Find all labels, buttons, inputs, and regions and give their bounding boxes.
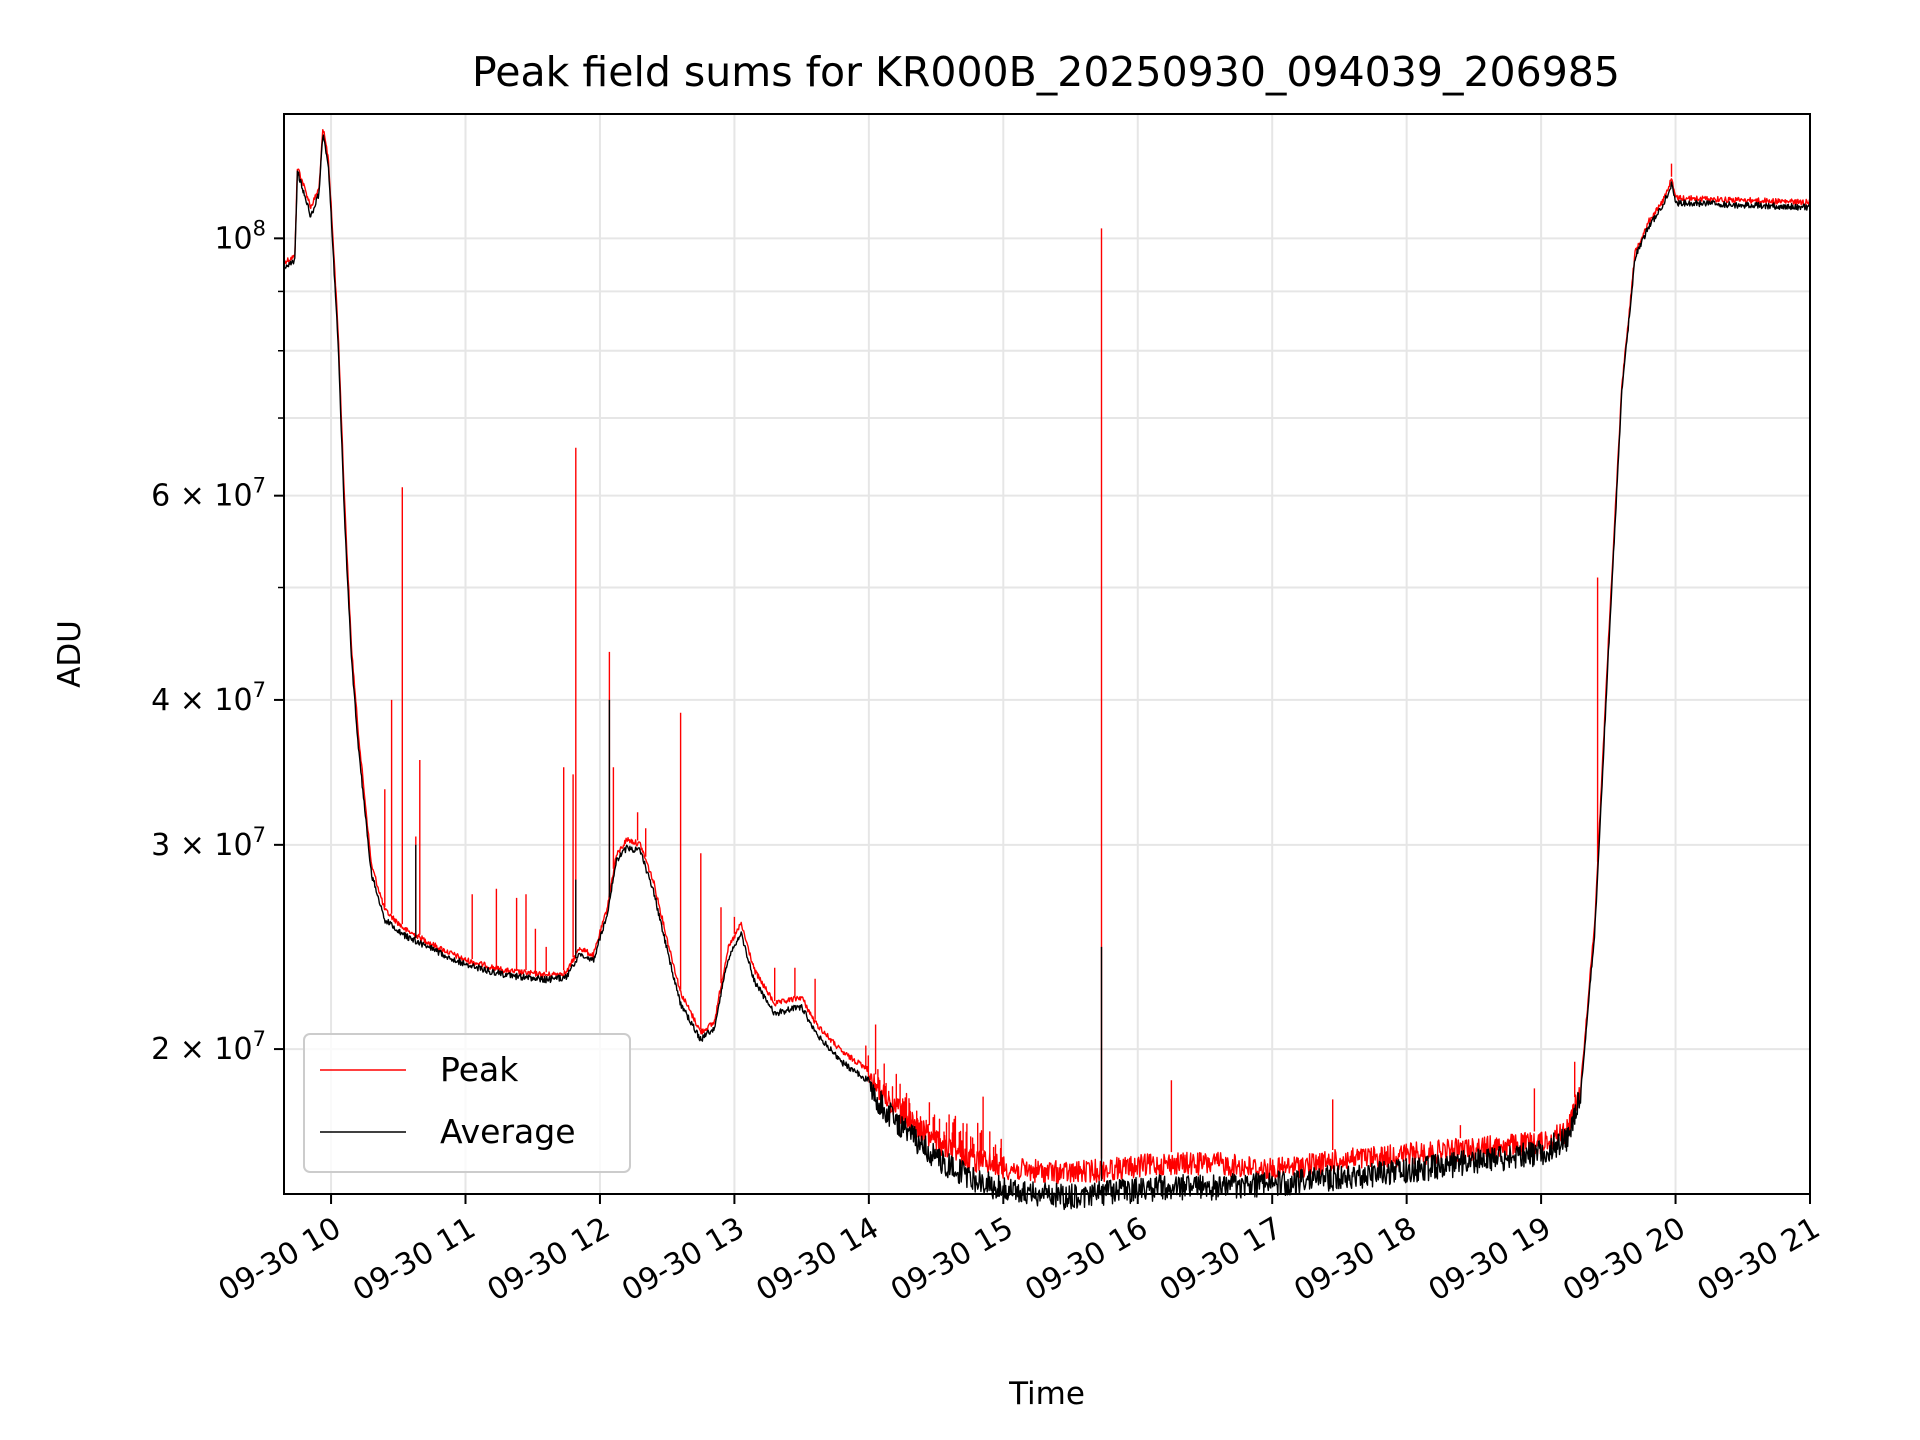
y-tick-label: 4 × 107 — [151, 678, 266, 718]
y-tick-mantissa: 6 × 10 — [151, 479, 252, 514]
y-tick-label: 2 × 107 — [151, 1027, 266, 1067]
y-tick-mantissa: 3 × 10 — [151, 828, 252, 863]
y-tick-label: 3 × 107 — [151, 823, 266, 863]
y-tick-exponent: 7 — [253, 823, 266, 847]
x-axis-title: Time — [1008, 1376, 1085, 1412]
series-layer — [283, 129, 1811, 1211]
chart-title: Peak field sums for KR000B_20250930_0940… — [472, 48, 1620, 96]
series-line-average — [283, 134, 1811, 1211]
y-tick-mantissa: 10 — [214, 221, 252, 256]
y-tick-label: 6 × 107 — [151, 474, 266, 514]
y-tick-exponent: 7 — [253, 474, 266, 498]
y-tick-mantissa: 2 × 10 — [151, 1032, 252, 1067]
y-tick-mantissa: 4 × 10 — [151, 683, 252, 718]
y-axis-title: ADU — [52, 620, 88, 688]
legend-box — [303, 1033, 631, 1173]
legend-label-average: Average — [440, 1112, 576, 1151]
y-tick-exponent: 7 — [253, 1027, 266, 1051]
y-tick-label: 108 — [214, 216, 266, 256]
plot-frame — [283, 113, 1811, 1195]
y-tick-exponent: 8 — [253, 216, 266, 240]
legend-label-peak: Peak — [440, 1050, 519, 1089]
y-tick-exponent: 7 — [253, 678, 266, 702]
legend: Peak Average — [303, 1033, 631, 1173]
